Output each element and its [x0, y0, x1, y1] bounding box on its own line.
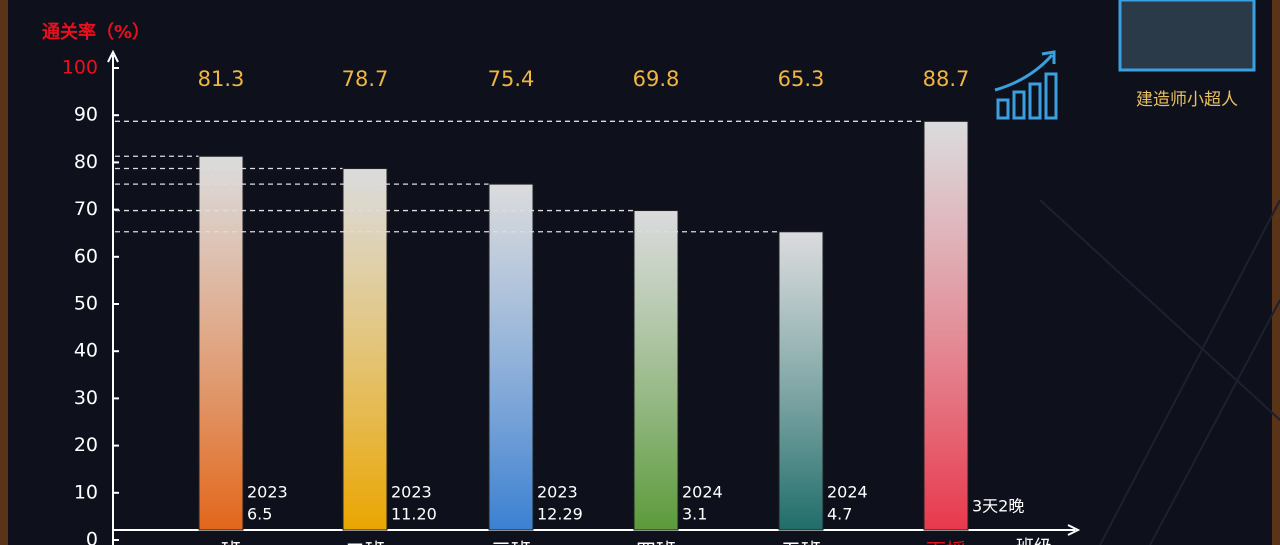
video-thumbnail	[1118, 0, 1256, 72]
annotation: 2023	[247, 483, 288, 502]
annotation: 2024	[827, 483, 868, 502]
value-label: 81.3	[198, 67, 245, 91]
x-arrow	[1067, 524, 1081, 536]
y-tick-label: 40	[74, 340, 98, 362]
y-tick-label: 100	[62, 57, 98, 79]
x-tick-label: 一班	[201, 539, 241, 545]
bar	[923, 120, 969, 531]
bg-lines	[1039, 199, 1280, 545]
y-arrow	[107, 49, 119, 63]
value-label: 69.8	[633, 67, 680, 91]
bar	[778, 231, 824, 531]
value-label: 65.3	[778, 67, 825, 91]
y-tick-label: 10	[74, 481, 98, 503]
annotation: 6.5	[247, 505, 272, 524]
y-tick-label: 60	[74, 245, 98, 267]
annotation: 2023	[537, 483, 578, 502]
annotation: 2024	[682, 483, 723, 502]
value-label: 88.7	[923, 67, 970, 91]
bar	[198, 155, 244, 531]
x-axis-title: 班级	[1016, 537, 1052, 545]
y-tick-label: 50	[74, 293, 98, 315]
bar	[633, 210, 679, 531]
x-tick-label: 二班	[345, 539, 385, 545]
watermark: 建造师小超人	[1136, 90, 1238, 110]
growth-icon	[994, 50, 1058, 120]
annotation: 11.20	[391, 505, 437, 524]
y-tick-label: 30	[74, 387, 98, 409]
y-tick-label: 80	[74, 151, 98, 173]
annotation: 12.29	[537, 505, 583, 524]
bar	[488, 183, 534, 531]
x-tick-label: 四班	[636, 539, 676, 545]
y-axis-title: 通关率（%）	[42, 21, 150, 43]
frame-right	[1272, 0, 1280, 545]
x-tick-label: 三班	[491, 539, 531, 545]
y-tick-label: 20	[74, 434, 98, 456]
annotation: 4.7	[827, 505, 852, 524]
frame-left	[0, 0, 8, 545]
y-tick-label: 0	[86, 529, 98, 545]
y-tick-label: 90	[74, 104, 98, 126]
annotation: 3天2晚	[972, 497, 1024, 516]
annotation: 2023	[391, 483, 432, 502]
x-tick-label: 面授	[926, 539, 966, 545]
y-tick-label: 70	[74, 198, 98, 220]
value-label: 75.4	[488, 67, 535, 91]
bar	[342, 168, 388, 531]
annotation: 3.1	[682, 505, 707, 524]
value-label: 78.7	[342, 67, 389, 91]
x-tick-label: 五班	[781, 539, 821, 545]
